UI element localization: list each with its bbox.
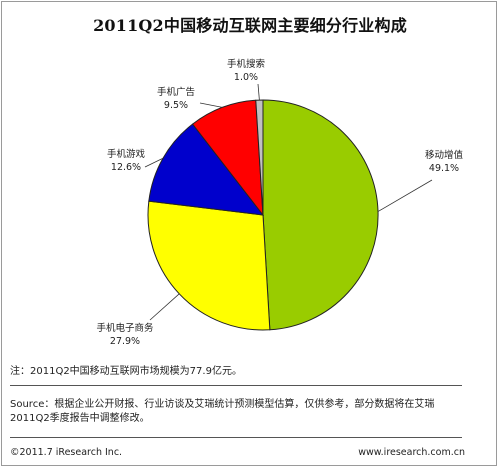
slice-value-3: 9.5% <box>164 100 188 111</box>
pie-slice-0 <box>262 99 379 331</box>
slice-label-2: 手机游戏 <box>107 148 146 160</box>
pie-slice-2 <box>148 123 265 216</box>
divider-top <box>10 385 462 386</box>
source-text: Source：根据企业公开财报、行业访谈及艾瑞统计预测模型估算，仅供参考，部分数… <box>10 399 435 424</box>
leader-line-3 <box>199 102 223 108</box>
slice-value-2: 12.6% <box>111 162 141 173</box>
leader-line-0 <box>377 179 433 212</box>
slice-value-1: 27.9% <box>110 336 140 347</box>
pie-slices <box>147 99 379 331</box>
chart-title: 2011Q2中国移动互联网主要细分行业构成 <box>93 16 407 35</box>
slice-labels: 移动增值 49.1% 手机电子商务 27.9% 手机游戏 12.6% 手机广告 9.5% 手机搜… <box>96 58 463 347</box>
slice-label-4: 手机搜索 <box>227 58 265 70</box>
slice-value-4: 1.0% <box>234 72 258 83</box>
slice-label-0: 移动增值 <box>425 149 464 161</box>
slice-label-3: 手机广告 <box>157 86 195 98</box>
pie-slice-1 <box>147 200 271 331</box>
leader-line-2 <box>144 157 164 168</box>
market-size-note: 注：2011Q2中国移动互联网市场规模为77.9亿元。 <box>10 366 242 377</box>
slice-value-0: 49.1% <box>429 163 459 174</box>
website-link[interactable]: www.iresearch.com.cn <box>358 447 465 458</box>
leader-lines <box>144 83 433 321</box>
leader-line-4 <box>257 83 260 101</box>
leader-line-1 <box>149 293 180 321</box>
slice-label-1: 手机电子商务 <box>96 322 154 334</box>
copyright-text: ©2011.7 iResearch Inc. <box>10 447 123 458</box>
divider-bottom <box>10 437 462 438</box>
